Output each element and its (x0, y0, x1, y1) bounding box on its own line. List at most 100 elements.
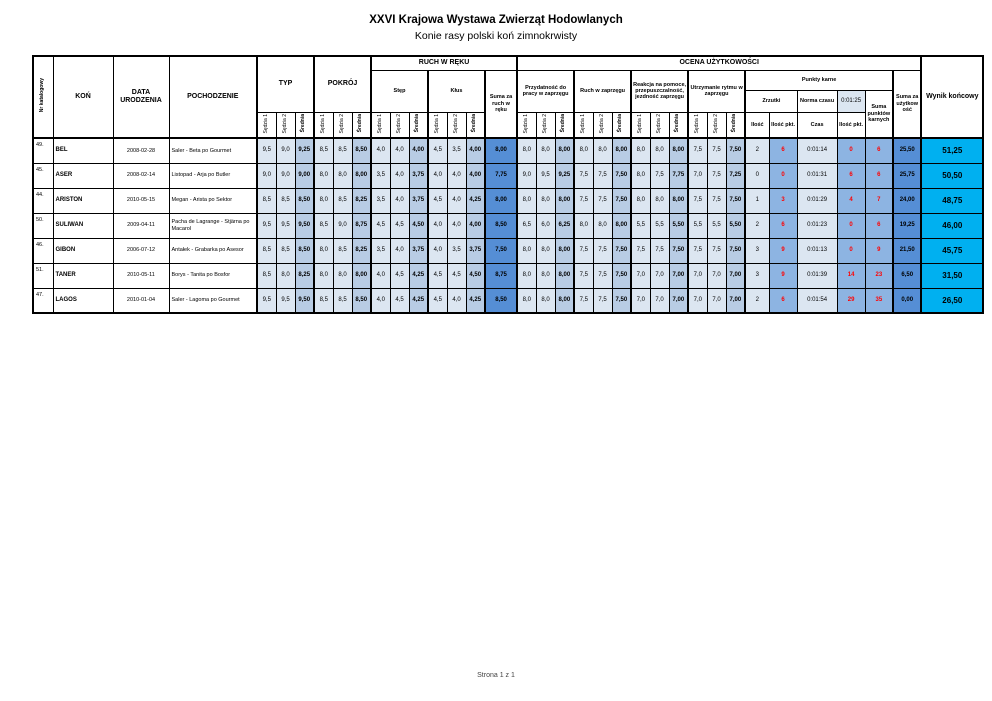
page-subtitle: Konie rasy polski koń zimnokrwisty (414, 30, 578, 42)
score-reakcja: 5,50 (668, 212, 689, 239)
score-ruch-zaprzeg: 8,00 (611, 137, 632, 164)
score-step: 4,0 (370, 137, 391, 164)
origin: Saler - Beta po Gourmet (168, 137, 258, 164)
score-ruch-zaprzeg: 7,5 (592, 187, 613, 214)
birth-date: 2008-02-28 (112, 137, 170, 164)
header-czas-ilosc-pkt: Ilość pkt. (836, 111, 866, 139)
header-suma-ruch: Suma za ruch w ręku (483, 69, 518, 139)
header-ruch-zaprzeg-sedzia1: Sędzia 1 (573, 111, 594, 139)
score-step: 4,0 (389, 237, 410, 264)
header-pokroj-srednia: Średnia (351, 111, 372, 139)
birth-date: 2010-05-15 (112, 187, 170, 214)
score-klus: 4,5 (427, 137, 448, 164)
score-ruch-zaprzeg: 8,0 (592, 137, 613, 164)
score-klus: 4,0 (446, 287, 467, 314)
row-number: 47. (32, 287, 54, 314)
header-zrzutki-ilosc-pkt: Ilość pkt. (768, 111, 798, 139)
final-score: 31,50 (920, 262, 984, 289)
score-reakcja: 8,00 (668, 187, 689, 214)
score-step: 3,5 (370, 237, 391, 264)
zrzutki-count: 3 (744, 237, 770, 264)
horse-name: GIBON (52, 237, 114, 264)
time-value: 0:01:54 (796, 287, 838, 314)
time-points: 0 (836, 137, 866, 164)
header-step-sedzia1: Sędzia 1 (370, 111, 391, 139)
score-pokroj: 8,5 (332, 187, 353, 214)
score-klus: 4,0 (427, 212, 448, 239)
origin: Antałek - Grabarka po Asesor (168, 237, 258, 264)
score-step: 4,0 (389, 187, 410, 214)
header-reakcja-srednia: Średnia (668, 111, 689, 139)
score-reakcja: 5,5 (649, 212, 670, 239)
score-ruch-zaprzeg: 7,5 (592, 262, 613, 289)
score-pokroj: 8,0 (313, 262, 334, 289)
zrzutki-points: 9 (768, 237, 798, 264)
score-przydatnosc: 9,5 (535, 162, 556, 189)
score-klus: 4,5 (427, 187, 448, 214)
header-utrzymanie-srednia: Średnia (725, 111, 746, 139)
score-przydatnosc: 8,0 (516, 287, 537, 314)
header-pokroj-sedzia2: Sędzia 2 (332, 111, 353, 139)
row-number: 51. (32, 262, 54, 289)
score-przydatnosc: 9,0 (516, 162, 537, 189)
zrzutki-count: 3 (744, 262, 770, 289)
score-step: 4,50 (408, 212, 429, 239)
score-ruch-zaprzeg: 7,50 (611, 237, 632, 264)
utility-sum: 24,00 (892, 187, 922, 214)
score-reakcja: 7,0 (630, 287, 651, 314)
score-typ: 8,25 (294, 262, 315, 289)
zrzutki-points: 0 (768, 162, 798, 189)
score-utrzymanie: 7,5 (706, 237, 727, 264)
header-zrzutki: Zrzutki (744, 89, 798, 113)
time-points: 29 (836, 287, 866, 314)
utility-sum: 6,50 (892, 262, 922, 289)
zrzutki-count: 2 (744, 287, 770, 314)
score-ruch-zaprzeg: 8,00 (611, 212, 632, 239)
header-horse: KOŃ (52, 55, 114, 139)
time-value: 0:01:31 (796, 162, 838, 189)
header-ruch-zaprzeg-sedzia2: Sędzia 2 (592, 111, 613, 139)
origin: Listopad - Arja po Butler (168, 162, 258, 189)
score-przydatnosc: 8,0 (516, 262, 537, 289)
score-ruch-zaprzeg: 7,5 (573, 262, 594, 289)
score-przydatnosc: 8,0 (535, 262, 556, 289)
score-utrzymanie: 7,5 (706, 137, 727, 164)
horse-name: LAGOS (52, 287, 114, 314)
score-reakcja: 8,0 (630, 137, 651, 164)
header-typ-srednia: Średnia (294, 111, 315, 139)
birth-date: 2008-02-14 (112, 162, 170, 189)
score-przydatnosc: 8,0 (535, 237, 556, 264)
score-klus: 4,0 (446, 162, 467, 189)
time-value: 0:01:23 (796, 212, 838, 239)
score-ruch-zaprzeg: 7,5 (592, 162, 613, 189)
score-reakcja: 7,0 (649, 262, 670, 289)
header-pokroj: POKRÓJ (313, 55, 372, 113)
header-przydatnosc-srednia: Średnia (554, 111, 575, 139)
horse-name: ASER (52, 162, 114, 189)
header-przydatnosc: Przydatność do pracy w zaprzęgu (516, 69, 575, 113)
score-typ: 9,5 (256, 287, 277, 314)
score-typ: 8,5 (275, 187, 296, 214)
score-reakcja: 7,75 (668, 162, 689, 189)
zrzutki-points: 6 (768, 212, 798, 239)
time-points: 4 (836, 187, 866, 214)
score-utrzymanie: 7,50 (725, 237, 746, 264)
utility-sum: 25,50 (892, 137, 922, 164)
score-przydatnosc: 8,0 (516, 187, 537, 214)
header-catalog-number: Nr katalogowy (32, 55, 54, 139)
score-klus: 3,5 (446, 137, 467, 164)
header-klus: Kłus (427, 69, 486, 113)
page-number: Strona 1 z 1 (477, 672, 515, 679)
score-utrzymanie: 7,0 (687, 287, 708, 314)
score-klus: 4,5 (427, 262, 448, 289)
score-klus: 4,00 (465, 212, 486, 239)
score-pokroj: 8,00 (351, 262, 372, 289)
score-typ: 8,5 (256, 262, 277, 289)
score-ruch-zaprzeg: 7,5 (573, 237, 594, 264)
score-pokroj: 8,0 (332, 262, 353, 289)
time-value: 0:01:29 (796, 187, 838, 214)
score-przydatnosc: 9,25 (554, 162, 575, 189)
score-przydatnosc: 8,0 (516, 137, 537, 164)
score-step: 4,0 (370, 262, 391, 289)
